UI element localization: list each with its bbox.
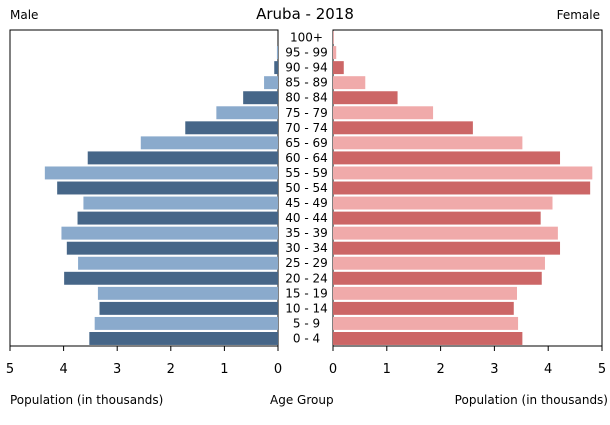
female-bar bbox=[333, 31, 334, 44]
female-axis-tick-label: 5 bbox=[598, 362, 606, 377]
age-group-label: 45 - 49 bbox=[285, 196, 328, 210]
female-axis-tick-label: 2 bbox=[436, 362, 444, 377]
female-bar bbox=[333, 46, 337, 60]
male-bar bbox=[264, 76, 278, 90]
female-bar bbox=[333, 211, 541, 225]
male-bar bbox=[276, 46, 278, 60]
age-group-label: 65 - 69 bbox=[285, 136, 328, 150]
age-group-label: 25 - 29 bbox=[285, 256, 328, 270]
age-group-label: 15 - 19 bbox=[285, 286, 328, 300]
female-axis-tick-label: 4 bbox=[544, 362, 552, 377]
male-axis-title: Population (in thousands) bbox=[10, 393, 164, 407]
female-bar bbox=[333, 91, 398, 105]
male-axis-tick-label: 5 bbox=[6, 362, 14, 377]
female-bar bbox=[333, 332, 523, 345]
male-bar bbox=[243, 91, 278, 105]
male-bar bbox=[87, 151, 278, 165]
male-bar bbox=[44, 166, 279, 180]
age-group-label: 75 - 79 bbox=[285, 106, 328, 120]
female-bar bbox=[333, 76, 366, 90]
female-axis-tick-label: 0 bbox=[329, 362, 337, 377]
age-group-label: 35 - 39 bbox=[285, 226, 328, 240]
age-group-label: 0 - 4 bbox=[293, 331, 320, 345]
male-bar bbox=[216, 106, 278, 120]
female-side-label: Female bbox=[556, 8, 600, 22]
female-bar bbox=[333, 316, 519, 330]
male-bar bbox=[66, 241, 278, 255]
age-group-label: 40 - 44 bbox=[285, 211, 328, 225]
male-axis-tick-label: 0 bbox=[274, 362, 282, 377]
male-bar bbox=[185, 121, 278, 135]
male-bar bbox=[57, 181, 278, 195]
male-bar bbox=[89, 332, 278, 345]
male-bar bbox=[83, 196, 278, 210]
female-bar bbox=[333, 286, 517, 300]
male-bar bbox=[274, 61, 278, 75]
age-group-axis-title: Age Group bbox=[270, 393, 334, 407]
age-group-label: 60 - 64 bbox=[285, 151, 328, 165]
female-axis-tick-label: 3 bbox=[490, 362, 498, 377]
male-bar bbox=[99, 301, 279, 315]
male-bar bbox=[78, 256, 279, 270]
age-group-label: 70 - 74 bbox=[285, 121, 328, 135]
age-group-label: 95 - 99 bbox=[285, 46, 328, 60]
female-bar bbox=[333, 301, 514, 315]
age-group-label: 20 - 24 bbox=[285, 271, 328, 285]
female-bar bbox=[333, 121, 473, 135]
male-bar bbox=[61, 226, 279, 240]
male-bar bbox=[94, 316, 278, 330]
female-axis-tick-label: 1 bbox=[383, 362, 391, 377]
age-group-label: 30 - 34 bbox=[285, 241, 328, 255]
female-bar bbox=[333, 166, 593, 180]
female-bar bbox=[333, 241, 561, 255]
male-axis-tick-label: 2 bbox=[167, 362, 175, 377]
male-axis-tick-label: 3 bbox=[113, 362, 121, 377]
female-bar bbox=[333, 196, 553, 210]
age-group-label: 10 - 14 bbox=[285, 301, 328, 315]
age-group-label: 5 - 9 bbox=[293, 316, 320, 330]
male-bar bbox=[140, 136, 278, 150]
age-group-label: 90 - 94 bbox=[285, 61, 328, 75]
male-side-label: Male bbox=[10, 8, 39, 22]
female-bar bbox=[333, 256, 545, 270]
female-bar bbox=[333, 136, 523, 150]
male-axis-tick-label: 1 bbox=[220, 362, 228, 377]
female-bar bbox=[333, 151, 561, 165]
chart-title: Aruba - 2018 bbox=[256, 5, 354, 23]
female-bar bbox=[333, 181, 591, 195]
female-bar bbox=[333, 106, 434, 120]
age-group-label: 85 - 89 bbox=[285, 76, 328, 90]
age-group-label: 55 - 59 bbox=[285, 166, 328, 180]
age-group-label: 50 - 54 bbox=[285, 181, 328, 195]
male-axis-tick-label: 4 bbox=[59, 362, 67, 377]
male-bar bbox=[64, 271, 278, 285]
age-group-label: 80 - 84 bbox=[285, 91, 328, 105]
female-bar bbox=[333, 271, 542, 285]
male-bar bbox=[77, 211, 278, 225]
female-bar bbox=[333, 61, 344, 75]
age-group-label: 100+ bbox=[290, 31, 323, 45]
female-bar bbox=[333, 226, 558, 240]
male-bar bbox=[97, 286, 279, 300]
female-axis-title: Population (in thousands) bbox=[454, 393, 608, 407]
